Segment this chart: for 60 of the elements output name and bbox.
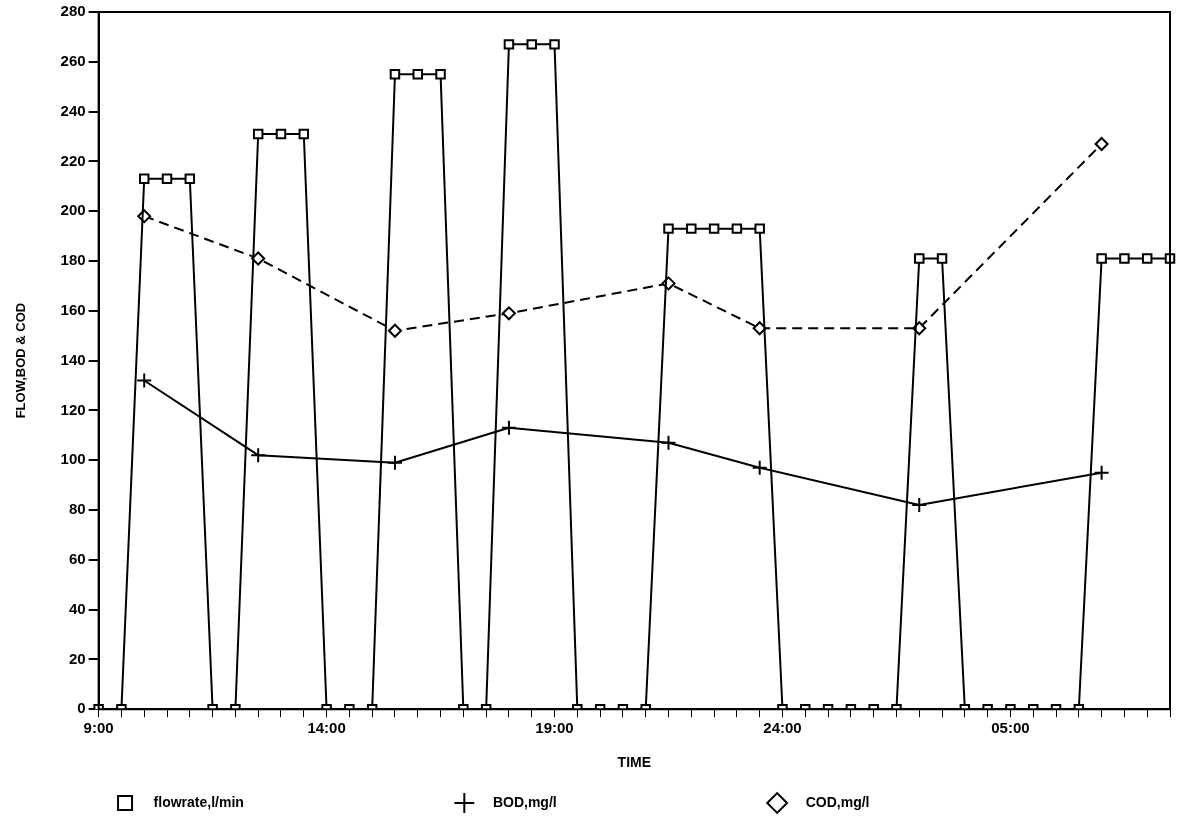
legend-label: COD,mg/l — [790, 793, 1064, 810]
y-tick-label: 20 — [68, 649, 86, 667]
point — [731, 223, 743, 234]
y-tick-label: 100 — [60, 450, 86, 468]
y-tick-label: 280 — [60, 2, 86, 20]
point — [1119, 253, 1130, 264]
point — [250, 447, 267, 464]
point — [435, 69, 446, 80]
y-tick-label: 120 — [60, 400, 86, 418]
point — [138, 173, 150, 185]
point — [911, 497, 928, 514]
point — [161, 173, 173, 185]
point — [500, 419, 517, 436]
x-axis-title: TIME — [617, 754, 652, 771]
point — [387, 323, 402, 338]
point — [663, 223, 674, 234]
point — [275, 128, 287, 140]
point — [1093, 464, 1110, 481]
point — [752, 321, 767, 336]
y-tick-label: 220 — [60, 151, 86, 169]
y-tick-label: 160 — [60, 300, 86, 318]
y-tick-label: 40 — [68, 599, 86, 617]
y-axis-title: FLOW,BOD & COD — [13, 302, 29, 419]
y-tick-label: 260 — [60, 51, 86, 69]
legend-label: flowrate,l/min — [138, 793, 439, 810]
legend-label: BOD,mg/l — [477, 793, 752, 810]
x-tick-label: 9:00 — [83, 719, 114, 737]
point — [251, 251, 266, 266]
y-tick-label: 140 — [60, 350, 86, 368]
point — [503, 39, 515, 50]
y-tick-label: 80 — [68, 500, 86, 518]
point — [660, 434, 677, 451]
y-tick-label: 240 — [60, 101, 86, 119]
point — [751, 459, 768, 476]
point — [708, 223, 720, 234]
point — [298, 128, 310, 140]
point — [914, 253, 925, 264]
point — [1096, 253, 1107, 264]
point — [412, 69, 423, 80]
point — [1141, 253, 1153, 264]
x-tick-label: 05:00 — [991, 719, 1030, 737]
point — [936, 253, 948, 264]
y-tick-label: 200 — [60, 201, 86, 219]
x-tick-label: 14:00 — [307, 719, 346, 737]
point — [184, 173, 196, 185]
point — [526, 39, 537, 50]
point — [686, 223, 697, 234]
x-tick-label: 24:00 — [763, 719, 802, 737]
point — [754, 223, 765, 234]
point — [136, 372, 153, 389]
y-tick-label: 0 — [77, 699, 86, 717]
point — [549, 39, 560, 50]
x-tick-label: 19:00 — [535, 719, 574, 737]
point — [386, 454, 403, 471]
point — [252, 128, 264, 140]
y-tick-label: 60 — [68, 549, 86, 567]
point — [1094, 136, 1109, 151]
y-tick-label: 180 — [60, 251, 86, 269]
point — [501, 306, 516, 321]
point — [389, 69, 401, 80]
